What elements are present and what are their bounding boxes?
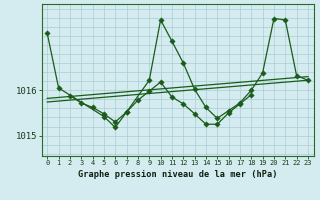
X-axis label: Graphe pression niveau de la mer (hPa): Graphe pression niveau de la mer (hPa)	[78, 170, 277, 179]
